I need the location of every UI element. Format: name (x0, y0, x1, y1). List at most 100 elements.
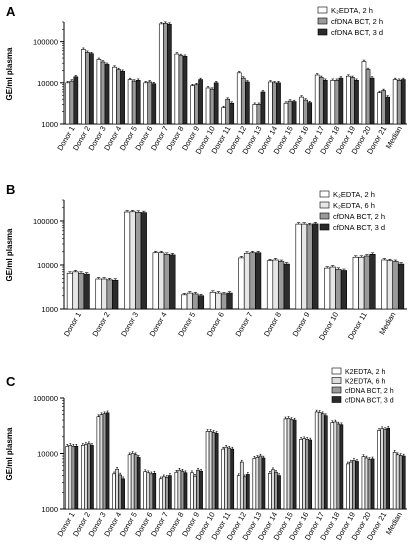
panel-c-legend-label: K2EDTA, 2 h (345, 369, 385, 376)
panel-b-bar (112, 279, 119, 310)
panel-b-bar (72, 271, 79, 310)
panel-a-legend-swatch (317, 6, 328, 14)
panel-c-bar (71, 445, 76, 510)
panel-a-bar (361, 61, 367, 125)
panel-c-bar (268, 472, 272, 510)
panel-a-bar (209, 88, 215, 125)
panel-c-bar (211, 432, 216, 510)
panel-a-bar (256, 104, 262, 125)
panel-b-label: B (6, 182, 15, 197)
panel-c-bar (65, 445, 70, 510)
panel-b-x-tick-label: Donor 7 (233, 311, 254, 339)
panel-c-bar (317, 412, 322, 510)
panel-b-bar (381, 259, 388, 310)
panel-b-bar (181, 294, 188, 310)
panel-b-y-axis-title: GE/ml plasma (5, 228, 14, 281)
panel-a-legend-label: cfDNA BCT, 3 d (331, 28, 383, 37)
panel-a-y-tick-label: 100000 (33, 38, 58, 47)
panel-c-legend-swatch (331, 396, 342, 403)
panel-a-bar (135, 80, 141, 125)
panel-c-legend-swatch (331, 377, 342, 384)
panel-a-bar (322, 80, 328, 125)
panel-c-bar (274, 471, 278, 510)
panel-b-bar (312, 223, 319, 310)
panel-a-bar (338, 77, 344, 125)
panel-c-bar (398, 455, 403, 510)
panel-c-bar (87, 443, 91, 510)
panel-a-bar (89, 53, 94, 125)
panel-c-bar (302, 438, 306, 510)
panel-c-bar (230, 448, 235, 510)
panel-a-bar (178, 55, 184, 125)
panel-c-bar (162, 476, 166, 510)
panel-c-bar (258, 455, 263, 510)
panel-a-bar (396, 80, 402, 125)
panel-b-bar (226, 292, 233, 310)
panel-c-bar (180, 470, 185, 510)
panel-b-x-tick-label: Donor 10 (317, 311, 340, 342)
panel-a-bar (221, 107, 226, 125)
panel-c-bar (243, 476, 247, 510)
panel-c-bar (370, 458, 375, 510)
panel-a-bar (167, 23, 172, 125)
panel-c-bar (208, 431, 213, 510)
panel-a-bar (283, 102, 289, 125)
panel-a-y-tick-label: 1000 (41, 120, 58, 129)
panel-c-bar (336, 423, 341, 510)
panel-b-bar (255, 252, 262, 310)
panel-b-bar (238, 257, 245, 310)
panel-a-bar (205, 87, 211, 125)
panel-b-y-tick-label: 1000 (41, 305, 58, 314)
panel-b-legend-label: cfDNA BCT, 3 d (333, 223, 385, 232)
panel-b-bar (272, 259, 279, 310)
panel-a-bar (229, 102, 235, 125)
panel-b-x-tick-label: Donor 9 (291, 311, 312, 339)
panel-c-bar (193, 475, 197, 510)
panel-a-y-tick-label: 10000 (37, 79, 58, 88)
panel-a-bar (318, 77, 324, 125)
panel-a-bar (147, 81, 153, 125)
panel-a-bar (236, 72, 242, 125)
panel-a-bar (198, 79, 203, 125)
panel-a-bar (299, 96, 304, 125)
panel-b-bar (306, 224, 313, 310)
panel-b-legend-label: K₂EDTA, 2 h (333, 190, 375, 199)
panel-c-bar (346, 463, 350, 510)
panel-a-bar (314, 74, 320, 125)
panel-a-bar (330, 80, 336, 125)
panel-b-bar (243, 252, 251, 310)
panel-b-x-tick-label: Donor 5 (176, 311, 197, 339)
panel-c-bar (81, 445, 85, 510)
panel-b-bar (369, 254, 376, 310)
panel-c-bar (283, 418, 288, 510)
panel-a-bar (96, 59, 102, 125)
panel-a-bar (151, 83, 157, 125)
panel-a-bar (174, 53, 180, 125)
panel-a-bar (385, 96, 390, 125)
panel-b-bar (215, 292, 222, 310)
panel-a-bar (163, 22, 168, 125)
panel-a-bar (287, 100, 293, 125)
panel-b-bar (340, 270, 347, 310)
panel-b-legend-swatch (319, 223, 330, 231)
panel-c-bar (333, 421, 338, 510)
panel-c-bar (127, 454, 132, 510)
panel-c-bar (252, 457, 257, 510)
panel-b-bar (95, 278, 102, 310)
panel-a-y-axis-title: GE/ml plasma (5, 47, 14, 100)
panel-b-bar (158, 252, 165, 310)
panel-c-bar (286, 418, 291, 510)
panel-c-bar (308, 439, 313, 510)
panel-c-bar (130, 453, 135, 510)
panel-a-bar (73, 76, 79, 125)
panel-c-bar (292, 419, 297, 510)
panel-c-bar (339, 424, 344, 510)
panel-c-legend-swatch (331, 386, 342, 394)
panel-c-bar (401, 455, 406, 510)
panel-a-bar (85, 52, 90, 125)
panel-c-bar (227, 447, 232, 510)
panel-c-y-tick-label: 100000 (33, 394, 58, 403)
panel-c-bar (121, 478, 125, 510)
panel-c-bar (330, 422, 335, 510)
